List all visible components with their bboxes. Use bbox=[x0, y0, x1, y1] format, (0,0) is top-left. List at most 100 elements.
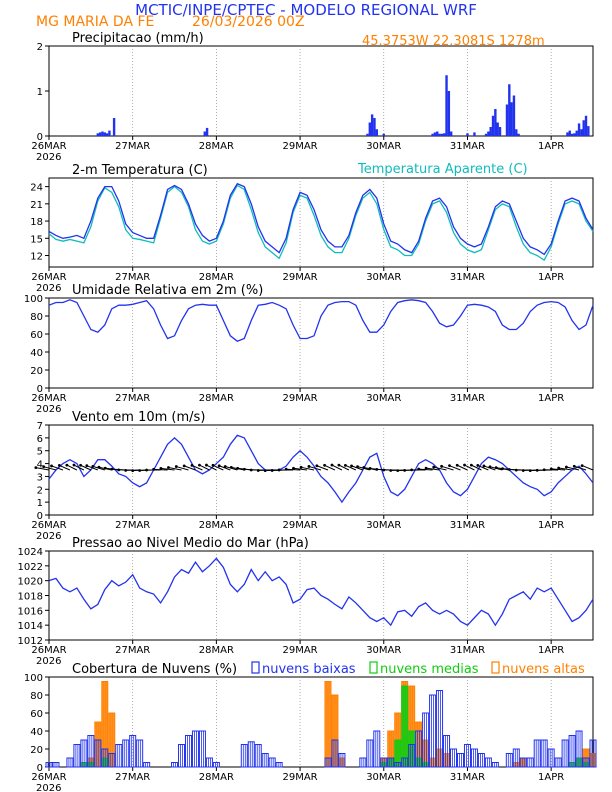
cloud-bar-nuvens-baixas bbox=[261, 753, 269, 768]
pressure-tick-label-y: 1024 bbox=[18, 547, 43, 558]
wind-arrow-head bbox=[79, 463, 82, 467]
precip-bar bbox=[447, 91, 451, 136]
wind-arrow-head bbox=[343, 463, 347, 467]
precip-bar bbox=[489, 127, 492, 136]
cloud-bar-nuvens-altas bbox=[589, 753, 597, 768]
cloud-bar-nuvens-altas bbox=[338, 757, 346, 768]
cloud-bar-nuvens-baixas bbox=[540, 739, 548, 768]
cloud-bar-nuvens-altas bbox=[324, 681, 332, 768]
wind-arrow-head bbox=[362, 466, 366, 469]
wind-arrow bbox=[191, 464, 203, 471]
wind-arrow bbox=[464, 464, 475, 471]
cloud-bar-nuvens-baixas bbox=[275, 762, 283, 768]
pressure-tick-label-y: 1016 bbox=[18, 606, 43, 617]
pressure-tick-label-x: 31MAR bbox=[450, 645, 485, 656]
cloud-bar-nuvens-baixas bbox=[52, 762, 60, 768]
cloud-bar-nuvens-altas bbox=[436, 748, 444, 768]
pressure-tick-label-x: 29MAR bbox=[282, 645, 317, 656]
cloud-bar-nuvens-altas bbox=[512, 762, 520, 768]
clouds-tick-label-y: 20 bbox=[30, 745, 43, 756]
wind-tick-label-x: 28MAR bbox=[199, 520, 234, 531]
wind-arrow-head bbox=[315, 464, 319, 468]
cloud-bar-nuvens-baixas bbox=[547, 748, 555, 768]
pressure-tick-label-x: 1APR bbox=[538, 645, 564, 656]
wind-arrow-head bbox=[211, 463, 215, 467]
wind-arrow-head bbox=[299, 465, 303, 469]
pressure-tick-label-y: 1018 bbox=[18, 592, 43, 603]
precip-bar bbox=[203, 131, 206, 136]
precip-bar bbox=[487, 131, 490, 136]
precip-bar bbox=[494, 109, 497, 136]
rh-tick-label-y: 60 bbox=[30, 330, 43, 341]
temp-tick-label-y: 21 bbox=[30, 200, 43, 211]
wind-arrow-head bbox=[507, 468, 511, 471]
cloud-bar-nuvens-baixas bbox=[94, 739, 102, 768]
cloud-bar-nuvens-baixas bbox=[184, 735, 192, 768]
precip-bar bbox=[433, 132, 437, 136]
rh-tick-label-x: 1APR bbox=[538, 393, 564, 404]
precip-bar bbox=[580, 129, 583, 136]
wind-arrow-head bbox=[145, 468, 148, 472]
pressure-tick-label-x: 28MAR bbox=[199, 645, 234, 656]
wind-arrow-head bbox=[131, 469, 135, 473]
cloud-bar-nuvens-baixas bbox=[408, 744, 416, 768]
wind-title: Vento em 10m (m/s) bbox=[72, 410, 205, 425]
wind-arrow-head bbox=[557, 466, 561, 470]
wind-arrow bbox=[324, 464, 336, 471]
pressure-tick-label-x: 26MAR bbox=[31, 645, 66, 656]
legend-label: nuvens medias bbox=[380, 662, 479, 677]
wind-arrow bbox=[35, 467, 50, 471]
rh-frame bbox=[48, 297, 594, 389]
wind-tick-label-y: 2 bbox=[37, 485, 43, 496]
cloud-bar-nuvens-baixas bbox=[422, 712, 430, 768]
cloud-bar-nuvens-baixas bbox=[331, 739, 339, 768]
precip-bar bbox=[498, 127, 502, 136]
clouds-tick-label-y: 60 bbox=[30, 709, 43, 720]
precip-bar bbox=[366, 133, 369, 136]
cloud-bar-nuvens-baixas bbox=[205, 757, 213, 768]
wind-arrow-head bbox=[410, 468, 414, 472]
wind-arrow bbox=[345, 464, 357, 471]
wind-arrow-head bbox=[501, 467, 504, 470]
temp-tick-label-x: 28MAR bbox=[199, 272, 234, 283]
cloud-bar-nuvens-baixas bbox=[519, 757, 527, 768]
wind-arrow bbox=[184, 465, 196, 471]
cloud-bar-nuvens-medias bbox=[87, 762, 95, 768]
precip-bar bbox=[568, 130, 571, 136]
temp-frame bbox=[48, 177, 594, 268]
clouds-tick-label-x: 31MAR bbox=[450, 772, 485, 783]
precip-bar bbox=[582, 120, 585, 136]
cloud-bar-nuvens-medias bbox=[380, 762, 388, 768]
precip-bar bbox=[505, 104, 509, 136]
wind-arrow bbox=[441, 465, 454, 471]
cloud-bar-nuvens-baixas bbox=[450, 748, 458, 768]
cloud-bar-nuvens-baixas bbox=[470, 748, 478, 768]
temp-year-label: 2026 bbox=[36, 283, 61, 294]
wind-arrow-head bbox=[469, 463, 473, 467]
pressure-year-label: 2026 bbox=[36, 656, 61, 667]
cloud-bar-nuvens-baixas bbox=[101, 748, 109, 768]
rh-tick-label-x: 30MAR bbox=[366, 393, 401, 404]
wind-line-0 bbox=[48, 434, 594, 504]
wind-year-label: 2026 bbox=[36, 531, 61, 542]
wind-arrow-head bbox=[542, 468, 546, 472]
wind-arrow-head bbox=[242, 467, 246, 471]
cloud-bar-nuvens-medias bbox=[401, 685, 409, 768]
precip-bar bbox=[205, 127, 209, 136]
wind-arrow bbox=[168, 466, 182, 471]
wind-tick-label-y: 3 bbox=[37, 472, 43, 483]
wind-arrow-head bbox=[535, 468, 539, 472]
precip-bar bbox=[473, 132, 476, 136]
clouds-panel: 26MAR 27MAR 28MAR 29MAR 30MAR 31MAR 1APR 2026 0 2… bbox=[24, 661, 597, 792]
precip-bar bbox=[101, 131, 104, 136]
wind-arrow bbox=[456, 464, 468, 471]
wind-arrow bbox=[66, 464, 78, 471]
header-title: MCTIC/INPE/CPTEC - MODELO REGIONAL WRF bbox=[135, 1, 477, 19]
wind-arrow-head bbox=[488, 465, 492, 469]
wind-tick-label-y: 4 bbox=[37, 460, 43, 471]
pressure-tick-label-y: 1012 bbox=[18, 636, 43, 647]
wind-arrow-head bbox=[494, 466, 498, 470]
cloud-bar-nuvens-baixas bbox=[73, 744, 81, 768]
cloud-bar-nuvens-altas bbox=[443, 753, 451, 768]
cloud-bar-nuvens-medias bbox=[408, 730, 416, 768]
